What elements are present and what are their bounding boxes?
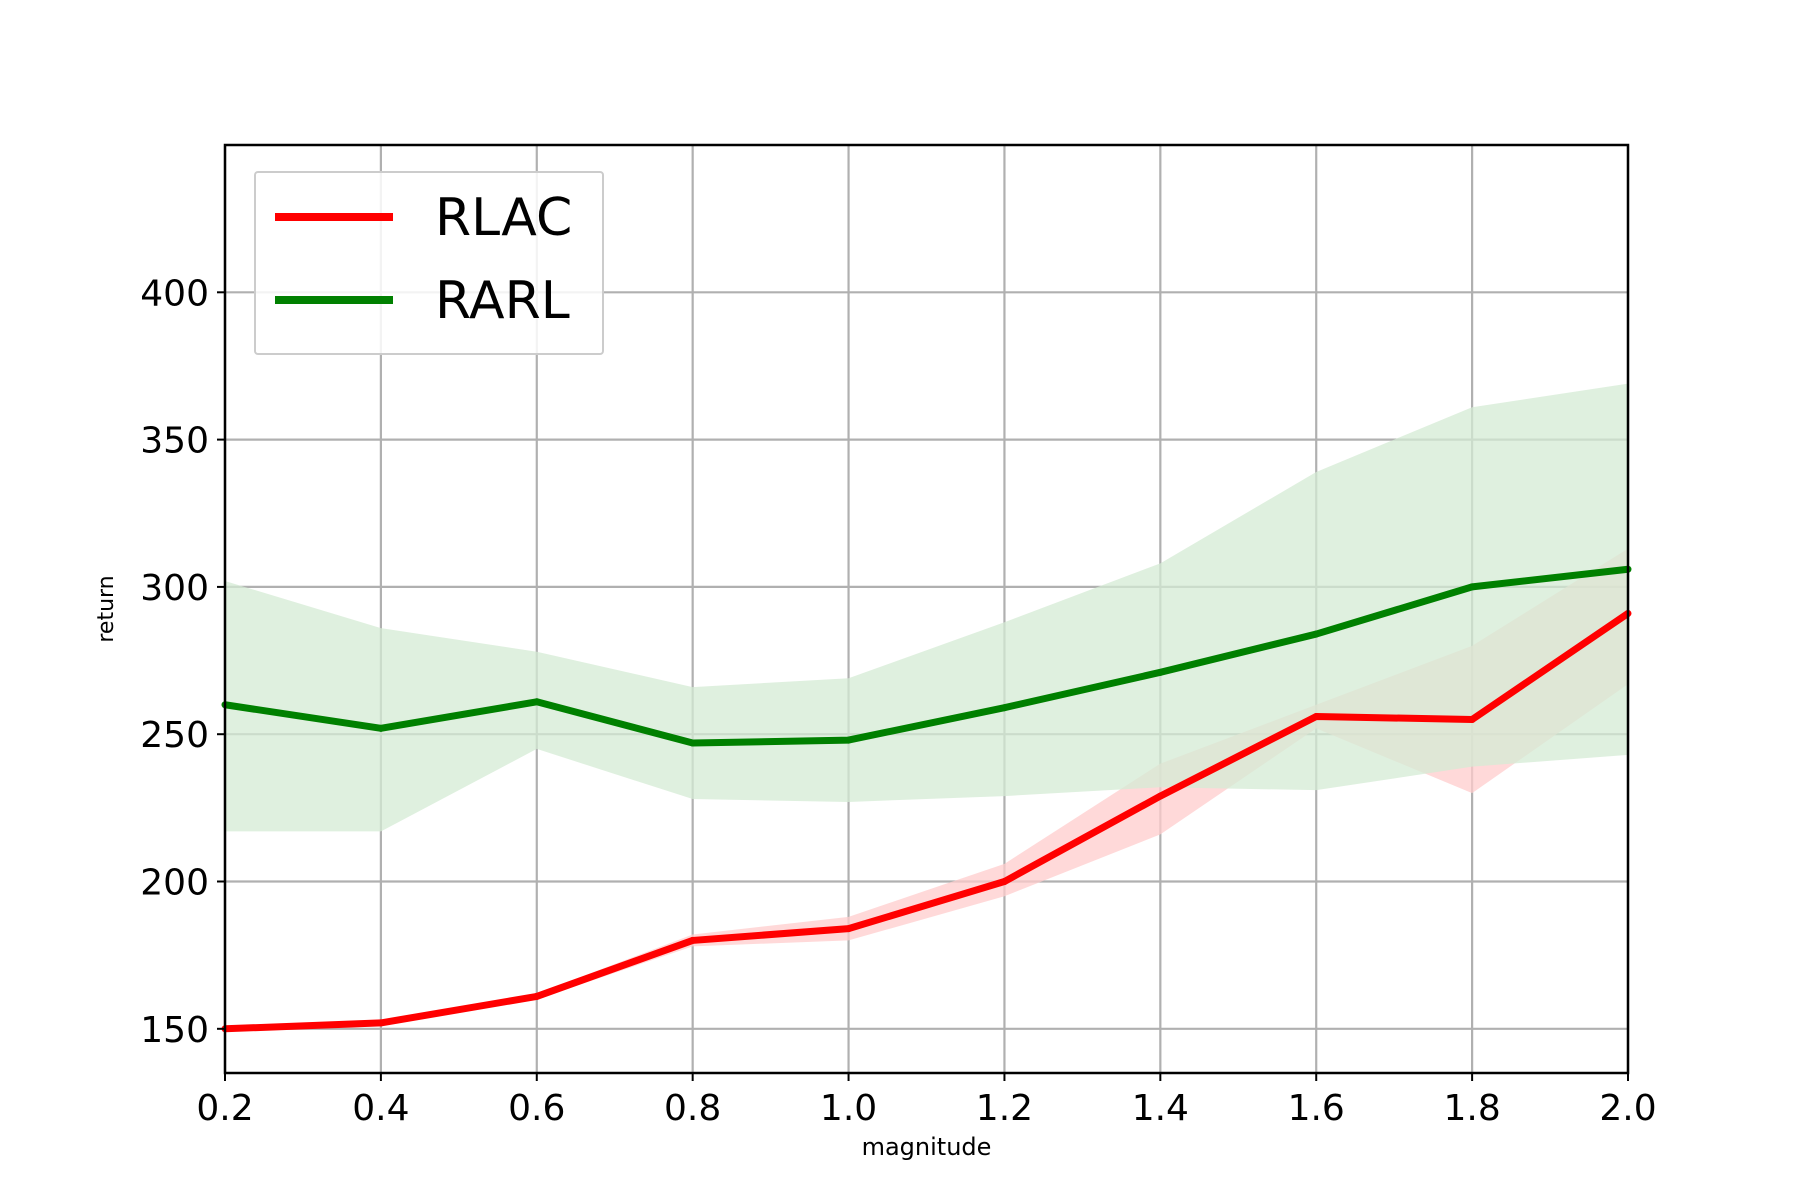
- axis-ticks: 0.2 0.4 0.6 0.8 1.0 1.2 1.4 1.6 1.8 2.0 150 200 250 3…: [140, 273, 1656, 1129]
- y-tick-label: 200: [140, 863, 209, 904]
- point-rarl: [1000, 704, 1008, 712]
- point-rlac: [689, 936, 697, 944]
- x-tick-label: 1.6: [1288, 1088, 1345, 1129]
- y-tick-label: 300: [140, 568, 209, 609]
- y-tick-label: 150: [140, 1010, 209, 1051]
- x-axis-label: magnitude: [862, 1133, 992, 1161]
- point-rlac: [845, 925, 853, 933]
- x-tick-label: 2.0: [1599, 1088, 1656, 1129]
- point-rarl: [533, 698, 541, 706]
- x-tick-label: 0.8: [664, 1088, 721, 1129]
- point-rlac: [377, 1019, 385, 1027]
- x-tick-label: 1.4: [1132, 1088, 1189, 1129]
- x-tick-label: 1.8: [1443, 1088, 1500, 1129]
- confidence-bands: [225, 383, 1628, 1032]
- plot-frame: [223, 143, 1630, 1075]
- point-rarl: [1156, 668, 1164, 676]
- point-rlac: [533, 992, 541, 1000]
- point-rarl: [377, 724, 385, 732]
- x-tick-label: 1.2: [976, 1088, 1033, 1129]
- y-tick-label: 250: [140, 715, 209, 756]
- legend-label-rarl: RARL: [435, 271, 570, 331]
- x-tick-label: 0.4: [352, 1088, 409, 1129]
- line-rlac: [224, 610, 1630, 1033]
- point-rarl: [1312, 630, 1320, 638]
- point-rlac: [1000, 878, 1008, 886]
- y-tick-label: 350: [140, 421, 209, 462]
- point-rarl: [689, 739, 697, 747]
- point-rlac: [1156, 792, 1164, 800]
- x-tick-label: 0.2: [196, 1088, 253, 1129]
- line-rarl: [224, 565, 1629, 747]
- x-tick-label: 1.0: [820, 1088, 877, 1129]
- point-rarl: [1468, 583, 1476, 591]
- x-tick-label: 0.6: [508, 1088, 565, 1129]
- y-axis-label: return: [94, 575, 119, 642]
- legend-label-rlac: RLAC: [435, 188, 572, 248]
- series-lines: [221, 565, 1632, 1033]
- point-rlac: [1468, 715, 1476, 723]
- legend: RLAC RARL: [254, 171, 604, 355]
- band-rarl: [225, 383, 1628, 832]
- point-rarl: [845, 736, 853, 744]
- point-rlac: [1312, 713, 1320, 721]
- y-tick-label: 400: [140, 273, 209, 314]
